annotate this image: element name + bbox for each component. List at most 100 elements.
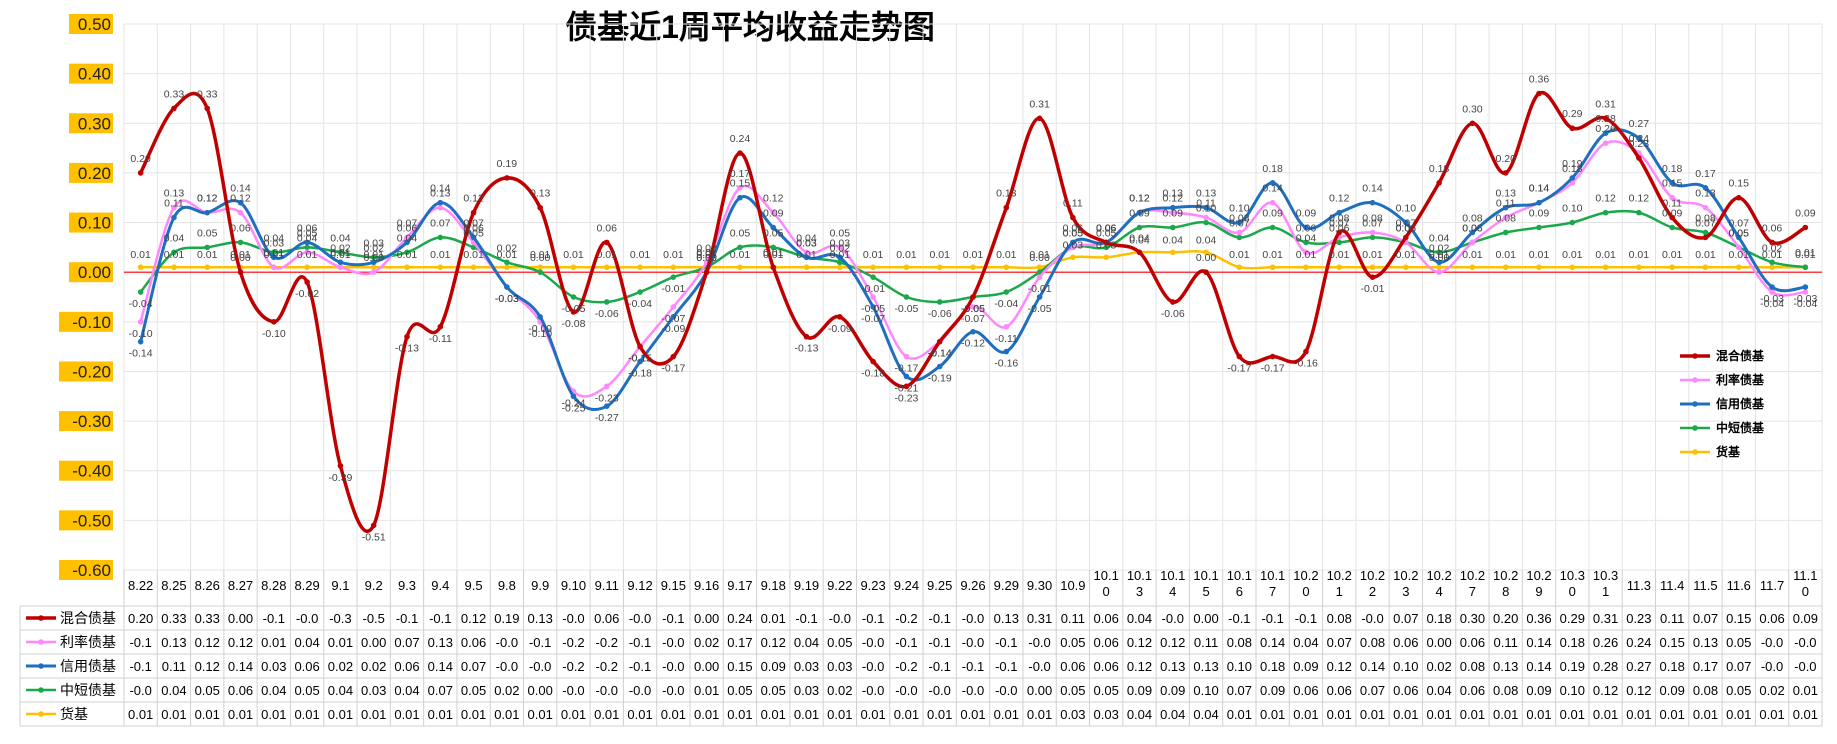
data-label: 0.06 xyxy=(1462,222,1483,234)
data-label: -0.05 xyxy=(861,303,885,315)
data-label: 0.02 xyxy=(1762,242,1783,254)
table-cell: 0.08 xyxy=(1693,683,1718,698)
table-cell: 0.02 xyxy=(1426,659,1451,674)
series-point xyxy=(770,244,777,251)
series-point xyxy=(1669,194,1675,201)
table-cell: 0.18 xyxy=(1660,659,1685,674)
data-label: 0.04 xyxy=(1196,234,1217,246)
x-tick-label: 9.22 xyxy=(827,578,852,593)
data-label: 0.05 xyxy=(1096,227,1117,239)
table-cell: 0.17 xyxy=(1693,659,1718,674)
table-cell: 0.07 xyxy=(461,659,486,674)
table-cell: 0.01 xyxy=(1260,707,1285,722)
series-point xyxy=(1169,224,1176,231)
table-cell: 0.06 xyxy=(594,611,619,626)
data-label: 0.01 xyxy=(130,249,151,261)
table-cell: 0.02 xyxy=(827,683,852,698)
data-label: 0.08 xyxy=(1362,212,1383,224)
table-cell: -0.0 xyxy=(1761,659,1783,674)
data-label: -0.10 xyxy=(528,328,552,340)
series-point xyxy=(1502,229,1509,236)
x-tick-label: 10.9 xyxy=(1060,578,1085,593)
x-tick-label: 9.11 xyxy=(595,578,619,593)
data-label: 0.12 xyxy=(197,193,218,205)
table-cell: 0.33 xyxy=(161,611,186,626)
data-label: 0.31 xyxy=(1029,98,1050,110)
table-cell: 0.05 xyxy=(1094,683,1119,698)
table-cell: 0.09 xyxy=(761,659,786,674)
x-tick-label: 10.2 1 xyxy=(1327,568,1352,599)
data-label: 0.10 xyxy=(1562,203,1583,215)
series-point xyxy=(1735,194,1742,201)
table-cell: 0.01 xyxy=(1793,683,1818,698)
series-point xyxy=(1602,140,1609,146)
data-labels: 0.20 0.33 0.33 0.00 -0.10 -0.02 -0.39 -0.51 -0.1… xyxy=(129,73,1818,543)
table-cell: 0.01 xyxy=(1393,707,1418,722)
series-point xyxy=(271,249,277,256)
data-label: 0.08 xyxy=(1229,212,1250,224)
table-cell: 0.08 xyxy=(1327,611,1352,626)
table-cell: -0.0 xyxy=(1794,659,1816,674)
series-point xyxy=(1536,90,1542,97)
table-cell: 0.01 xyxy=(261,635,286,650)
data-label: 0.04 xyxy=(397,232,418,244)
series-point xyxy=(1569,175,1576,181)
x-tick-label: 11.1 0 xyxy=(1793,568,1817,599)
data-label: 0.36 xyxy=(1529,73,1550,85)
data-label: -0.05 xyxy=(562,303,586,315)
data-label: -0.03 xyxy=(495,293,519,305)
table-cell: 0.08 xyxy=(1460,659,1485,674)
x-tick-label: 8.28 xyxy=(261,578,286,593)
series-point xyxy=(1203,269,1209,275)
data-label: 0.01 xyxy=(1495,249,1516,261)
series-point xyxy=(570,264,577,271)
table-cell: 0.01 xyxy=(1793,707,1818,722)
data-label: 0.11 xyxy=(1196,198,1216,210)
table-cell: 0.10 xyxy=(1193,683,1218,698)
y-tick-highlight xyxy=(69,63,113,84)
table-cell: -0.1 xyxy=(629,635,651,650)
x-tick-line: 0 xyxy=(1569,584,1576,599)
series-point xyxy=(1702,234,1709,241)
x-tick-line: 1 xyxy=(1336,584,1343,599)
series-point xyxy=(1269,353,1276,360)
table-cell: 0.01 xyxy=(960,707,985,722)
series-point xyxy=(1702,204,1709,211)
x-tick-line: 4 xyxy=(1169,584,1176,599)
data-label: 0.01 xyxy=(1662,249,1683,261)
series-point xyxy=(204,244,211,251)
series-point xyxy=(337,259,344,266)
data-label: 0.01 xyxy=(330,249,351,261)
series-point xyxy=(1502,214,1509,221)
table-cell: 0.01 xyxy=(1493,707,1518,722)
series-point xyxy=(770,209,777,216)
table-cell: -0.1 xyxy=(1261,611,1283,626)
data-label: 0.12 xyxy=(1629,193,1650,205)
series-point xyxy=(370,522,377,529)
data-label: -0.06 xyxy=(1161,308,1185,320)
table-cell: -0.0 xyxy=(1361,611,1383,626)
data-label: 0.01 xyxy=(297,249,318,261)
series-point xyxy=(171,264,177,271)
legend-marker xyxy=(1692,425,1698,431)
table-cell: 0.00 xyxy=(528,683,553,698)
table-cell: 0.07 xyxy=(1327,635,1352,650)
data-label: 0.06 xyxy=(297,222,318,234)
table-cell: -0.1 xyxy=(396,611,418,626)
series-point xyxy=(204,209,211,216)
series-point xyxy=(1403,234,1409,241)
data-label: 0.13 xyxy=(1163,188,1184,200)
table-cell: 0.13 xyxy=(161,635,186,650)
table-row-name: 混合债基 xyxy=(60,610,116,626)
table-cell: 0.04 xyxy=(328,683,353,698)
series-point xyxy=(1136,249,1143,256)
x-tick-label: 9.9 xyxy=(531,578,549,593)
series-point xyxy=(1569,125,1576,132)
table-cell: 0.01 xyxy=(1027,707,1052,722)
series-point xyxy=(1602,130,1609,136)
table-cell: -0.1 xyxy=(795,611,817,626)
table-row-name: 中短债基 xyxy=(60,682,116,698)
x-tick-line: 9 xyxy=(1535,584,1542,599)
series-point xyxy=(437,199,444,206)
data-label: 0.04 xyxy=(330,232,351,244)
